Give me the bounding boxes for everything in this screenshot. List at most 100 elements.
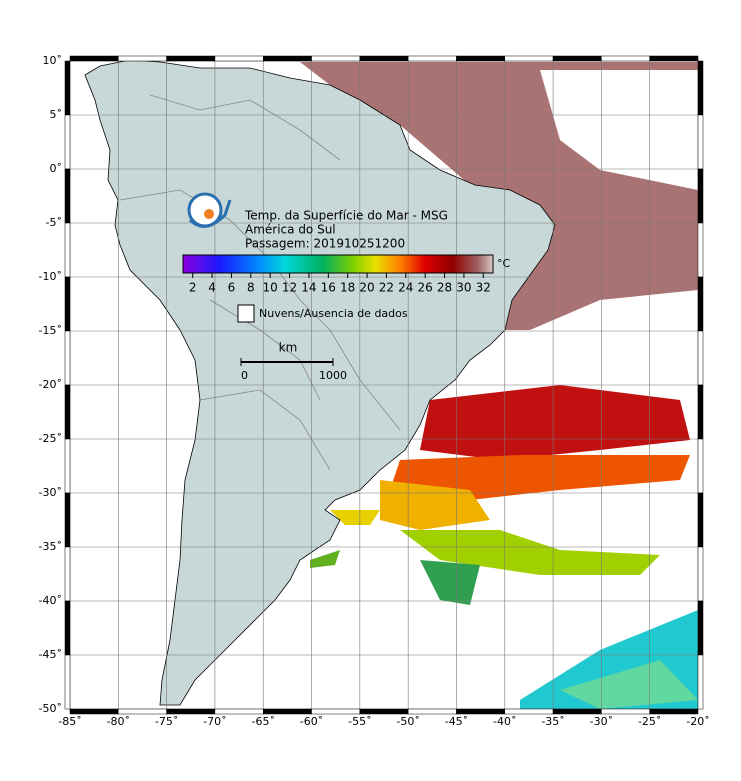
frame-segment [407, 55, 457, 62]
lat-tick-label: -35˚ [39, 540, 62, 553]
colorbar-tick-label: 28 [437, 281, 452, 295]
frame-segment [64, 384, 71, 440]
lat-tick-label: -50˚ [39, 702, 62, 715]
frame-segment [64, 654, 71, 710]
frame-segment [601, 55, 650, 62]
lon-tick-label: -60˚ [300, 715, 323, 728]
frame-segment [697, 330, 704, 386]
title-line: Passagem: 201910251200 [245, 237, 405, 251]
lon-tick-label: -80˚ [107, 715, 130, 728]
colorbar-tick-label: 12 [282, 281, 297, 295]
frame-segment [697, 114, 704, 170]
frame-segment [456, 708, 506, 715]
map-frame [69, 59, 699, 710]
frame-segment [166, 708, 216, 715]
frame-segment [262, 55, 312, 62]
frame-segment [69, 708, 119, 715]
colorbar-tick-label: 18 [340, 281, 355, 295]
frame-segment [552, 708, 602, 715]
lat-tick-label: -25˚ [39, 432, 62, 445]
frame-segment [601, 708, 650, 715]
frame-segment [214, 55, 264, 62]
frame-segment [64, 60, 71, 116]
lat-tick-label: 5˚ [50, 108, 63, 121]
lon-tick-label: -40˚ [493, 715, 516, 728]
lon-tick-label: -55˚ [348, 715, 371, 728]
frame-segment [697, 60, 704, 116]
borders [119, 94, 401, 471]
frame-segment [64, 492, 71, 548]
frame-segment [64, 600, 71, 656]
colorbar-tick-label: 16 [321, 281, 336, 295]
frame-segment [311, 708, 361, 715]
logo [187, 192, 232, 228]
frame-segment [64, 222, 71, 278]
frame-segment [649, 708, 699, 715]
lon-tick-label: -25˚ [638, 715, 661, 728]
scale-unit: km [279, 341, 298, 355]
frame-segment [64, 168, 71, 224]
lon-tick-label: -65˚ [251, 715, 274, 728]
colorbar-tick-label: 10 [263, 281, 278, 295]
lat-tick-label: -10˚ [39, 270, 62, 283]
colorbar-tick-label: 4 [208, 281, 216, 295]
frame-segment [64, 546, 71, 602]
colorbar-tick-label: 32 [476, 281, 491, 295]
frame-segment [697, 654, 704, 710]
frame-segment [697, 438, 704, 494]
frame-segment [311, 55, 361, 62]
frame-segment [407, 708, 457, 715]
lon-tick-label: -85˚ [58, 715, 81, 728]
frame-segment [456, 55, 506, 62]
frame-segment [64, 114, 71, 170]
frame-segment [697, 492, 704, 548]
frame-segment [697, 168, 704, 224]
frame-segment [262, 708, 312, 715]
lon-tick-label: -75˚ [155, 715, 178, 728]
frame-segment [697, 384, 704, 440]
colorbar-tick-label: 8 [247, 281, 255, 295]
colorbar-tick-label: 22 [379, 281, 394, 295]
frame-segment [649, 55, 699, 62]
colorbar-tick-label: 26 [418, 281, 433, 295]
lon-tick-label: -20˚ [686, 715, 709, 728]
frame-segment [359, 708, 409, 715]
colorbar [182, 254, 494, 274]
frame-segment [214, 708, 264, 715]
colorbar-unit: °C [497, 257, 511, 270]
lat-tick-label: -45˚ [39, 648, 62, 661]
lon-tick-label: -70˚ [203, 715, 226, 728]
lon-tick-label: -50˚ [396, 715, 419, 728]
frame-segment [118, 708, 167, 715]
title-line: Temp. da Superfície do Mar - MSG [244, 209, 448, 223]
sst-patches [300, 62, 698, 709]
colorbar-tick-label: 20 [359, 281, 374, 295]
frame-segment [118, 55, 167, 62]
lat-tick-label: -5˚ [46, 216, 62, 229]
frame-segment [697, 546, 704, 602]
colorbar-tick-label: 6 [228, 281, 236, 295]
lat-tick-label: 10˚ [43, 54, 63, 67]
frame-segment [64, 438, 71, 494]
colorbar-tick-label: 2 [189, 281, 197, 295]
lat-tick-label: 0˚ [50, 162, 63, 175]
scale-tick-label: 0 [241, 369, 248, 382]
lon-tick-label: -35˚ [541, 715, 564, 728]
frame-segment [359, 55, 409, 62]
lon-tick-label: -30˚ [590, 715, 613, 728]
colorbar-tick-label: 30 [456, 281, 471, 295]
frame-segment [64, 330, 71, 386]
frame-segment [697, 600, 704, 656]
frame-segment [166, 55, 216, 62]
legend-swatch [237, 304, 255, 323]
lat-tick-label: -20˚ [39, 378, 62, 391]
frame-segment [64, 276, 71, 332]
frame-segment [69, 55, 119, 62]
frame-segment [552, 55, 602, 62]
title-line: América do Sul [245, 223, 336, 237]
lon-tick-label: -45˚ [445, 715, 468, 728]
lat-tick-label: -30˚ [39, 486, 62, 499]
legend-label: Nuvens/Ausencia de dados [259, 307, 408, 320]
scale-tick-label: 1000 [319, 369, 347, 382]
